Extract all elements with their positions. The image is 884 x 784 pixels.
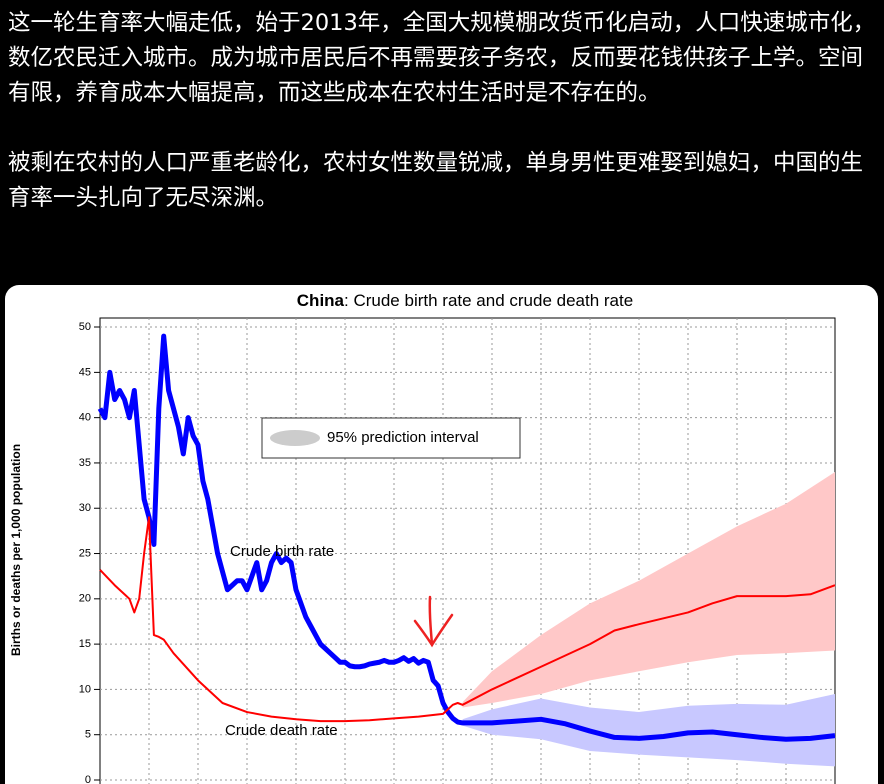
chart: China: Crude birth rate and crude death … bbox=[9, 291, 836, 784]
y-tick-label: 40 bbox=[79, 412, 91, 424]
y-tick-label: 25 bbox=[79, 547, 91, 559]
legend-swatch bbox=[270, 430, 320, 446]
birth-annotation: Crude birth rate bbox=[230, 543, 334, 560]
y-tick-label: 15 bbox=[79, 638, 91, 650]
hand-drawn-arrow bbox=[413, 595, 454, 648]
y-tick-label: 20 bbox=[79, 593, 91, 605]
chart-title: China: Crude birth rate and crude death … bbox=[297, 291, 633, 310]
y-tick-label: 5 bbox=[85, 729, 91, 741]
post-text: 这一轮生育率大幅走低，始于2013年，全国大规模棚改货币化启动，人口快速城市化，… bbox=[8, 6, 880, 251]
chart-card: China: Crude birth rate and crude death … bbox=[5, 285, 878, 784]
y-tick-label: 45 bbox=[79, 366, 91, 378]
y-tick-label: 50 bbox=[79, 321, 91, 333]
series-line bbox=[97, 333, 836, 742]
y-tick-label: 35 bbox=[79, 457, 91, 469]
paragraph: 被剩在农村的人口严重老龄化，农村女性数量锐减，单身男性更难娶到媳妇，中国的生育率… bbox=[8, 150, 864, 211]
prediction-band bbox=[462, 472, 835, 708]
title-rest: : Crude birth rate and crude death rate bbox=[344, 291, 633, 310]
death-annotation: Crude death rate bbox=[225, 722, 338, 739]
prediction-band bbox=[462, 693, 835, 767]
series-line bbox=[99, 516, 836, 723]
y-tick-label: 0 bbox=[85, 774, 91, 784]
legend-label: 95% prediction interval bbox=[327, 429, 479, 446]
y-tick-label: 10 bbox=[79, 683, 91, 695]
y-tick-label: 30 bbox=[79, 502, 91, 514]
paragraph: 这一轮生育率大幅走低，始于2013年，全国大规模棚改货币化启动，人口快速城市化，… bbox=[8, 10, 876, 106]
y-axis-label: Births or deaths per 1,000 population bbox=[9, 444, 23, 656]
title-bold: China bbox=[297, 291, 345, 310]
